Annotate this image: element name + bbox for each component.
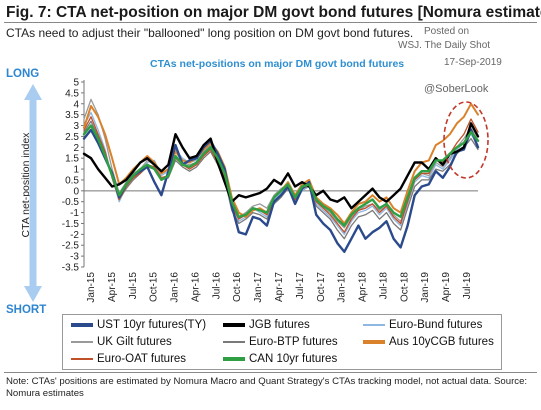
legend-item: Euro-Bund futures bbox=[363, 319, 482, 331]
y-tick-label: -2 bbox=[70, 230, 79, 241]
watermark-handle: @SoberLook bbox=[424, 83, 489, 95]
y-tick-label: -1 bbox=[70, 208, 79, 219]
series-line-jgb-futures bbox=[82, 122, 480, 210]
x-tick-label: Jul-15 bbox=[128, 272, 139, 300]
direction-arrow-down bbox=[24, 286, 42, 302]
x-tick-label: Jan-15 bbox=[86, 272, 97, 303]
highlight-ellipse bbox=[443, 101, 489, 179]
y-tick-label: 1 bbox=[73, 165, 79, 176]
legend-swatch bbox=[363, 340, 385, 344]
legend-item: CAN 10yr futures bbox=[223, 353, 337, 365]
x-tick-label: Jul-18 bbox=[378, 272, 389, 300]
legend-swatch bbox=[223, 323, 245, 327]
y-tick-label: 2.5 bbox=[65, 132, 79, 143]
legend-item: UK Gilt futures bbox=[71, 336, 172, 348]
legend-swatch bbox=[71, 358, 93, 360]
y-tick-label: -3.5 bbox=[62, 263, 80, 274]
x-tick-label: Oct-15 bbox=[149, 272, 160, 302]
y-tick-label: 3.5 bbox=[65, 110, 79, 121]
legend-label: UK Gilt futures bbox=[97, 336, 172, 348]
y-tick-label: -3 bbox=[70, 252, 79, 263]
x-tick-label: Apr-18 bbox=[358, 272, 369, 302]
series-line-can-10yr-futures bbox=[82, 124, 480, 227]
legend-swatch bbox=[223, 341, 245, 343]
x-tick-label: Apr-16 bbox=[190, 272, 201, 302]
watermark-date: 17-Sep-2019 bbox=[444, 57, 502, 68]
legend-item: Euro-BTP futures bbox=[223, 336, 338, 348]
figure-title: Fig. 7: CTA net-position on major DM gov… bbox=[6, 4, 541, 21]
legend-item: UST 10yr futures(TY) bbox=[71, 319, 206, 331]
footer-note: Note: CTAs' positions are estimated by N… bbox=[6, 376, 528, 399]
y-tick-label: -1.5 bbox=[62, 219, 80, 230]
watermark-source: WSJ. The Daily Shot bbox=[398, 40, 491, 51]
x-tick-label: Apr-19 bbox=[441, 272, 452, 302]
legend-label: CAN 10yr futures bbox=[249, 353, 338, 365]
x-tick-label: Apr-17 bbox=[274, 272, 285, 302]
direction-arrow-up bbox=[24, 84, 42, 100]
chart-title: CTAs net-positions on major DM govt bond… bbox=[150, 58, 405, 70]
series-line-ust-10yr-futures-ty bbox=[82, 128, 480, 254]
legend-label: UST 10yr futures(TY) bbox=[97, 319, 207, 331]
y-tick-label: 4 bbox=[73, 99, 79, 110]
y-tick-label: 0.5 bbox=[65, 175, 79, 186]
y-tick-label: -0.5 bbox=[62, 197, 80, 208]
legend-swatch bbox=[363, 324, 385, 326]
x-tick-label: Jan-17 bbox=[253, 272, 264, 303]
legend-item: Aus 10yCGB futures bbox=[363, 336, 494, 348]
legend: UST 10yr futures(TY) JGB futures Euro-Bund… bbox=[62, 314, 502, 370]
x-tick-label: Jan-19 bbox=[420, 272, 431, 303]
x-tick-label: Apr-15 bbox=[107, 272, 118, 302]
x-tick-label: Oct-17 bbox=[316, 272, 327, 302]
x-tick-label: Jul-19 bbox=[462, 272, 473, 300]
legend-label: JGB futures bbox=[249, 319, 310, 331]
x-tick-label: Oct-16 bbox=[232, 272, 243, 302]
x-tick-label: Jul-16 bbox=[211, 272, 222, 300]
y-tick-label: 4.5 bbox=[65, 88, 79, 99]
legend-swatch bbox=[71, 323, 93, 327]
legend-label: Euro-OAT futures bbox=[97, 353, 187, 365]
legend-item: JGB futures bbox=[223, 319, 310, 331]
footer-divider bbox=[4, 372, 537, 373]
legend-item: Euro-OAT futures bbox=[71, 353, 186, 365]
watermark-posted-on: Posted on bbox=[424, 26, 470, 37]
y-tick-label: 1.5 bbox=[65, 154, 79, 165]
x-tick-label: Jan-16 bbox=[170, 272, 181, 303]
title-divider bbox=[4, 22, 537, 23]
y-tick-label: 0 bbox=[73, 186, 79, 197]
y-tick-label: -2.5 bbox=[62, 241, 80, 252]
long-label: LONG bbox=[6, 68, 40, 80]
figure-subtitle: CTAs need to adjust their "ballooned" lo… bbox=[6, 26, 414, 40]
short-label: SHORT bbox=[6, 304, 47, 316]
legend-label: Euro-Bund futures bbox=[389, 319, 483, 331]
y-tick-label: 2 bbox=[73, 143, 79, 154]
legend-label: Aus 10yCGB futures bbox=[389, 336, 494, 348]
x-tick-label: Jan-18 bbox=[337, 272, 348, 303]
legend-label: Euro-BTP futures bbox=[249, 336, 338, 348]
legend-swatch bbox=[223, 357, 245, 361]
legend-swatch bbox=[71, 341, 93, 343]
x-tick-label: Jul-17 bbox=[295, 272, 306, 300]
y-tick-label: 3 bbox=[73, 121, 79, 132]
y-tick-label: 5 bbox=[73, 78, 79, 89]
series-line-euro-btp-futures bbox=[83, 120, 479, 240]
x-tick-label: Oct-18 bbox=[399, 272, 410, 302]
